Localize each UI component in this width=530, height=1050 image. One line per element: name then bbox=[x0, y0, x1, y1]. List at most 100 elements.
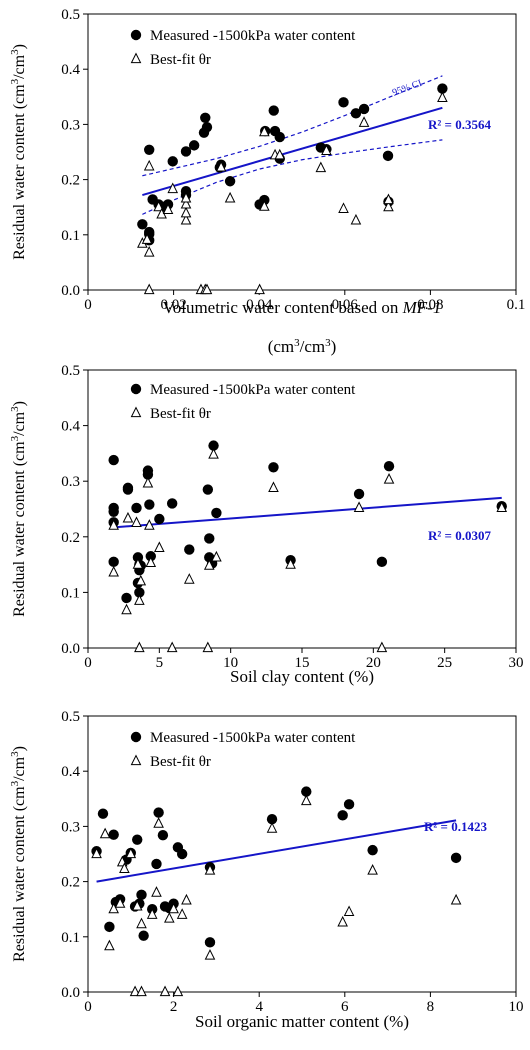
measured-point bbox=[344, 799, 354, 809]
best-fit-point bbox=[368, 865, 377, 874]
best-fit-point bbox=[122, 605, 131, 614]
ci-label: 95% CI bbox=[391, 78, 424, 99]
best-fit-point bbox=[152, 887, 161, 896]
measured-point bbox=[377, 557, 387, 567]
trendline bbox=[97, 820, 457, 881]
y-tick-label: 0.3 bbox=[61, 819, 80, 835]
y-tick-label: 0.2 bbox=[61, 530, 80, 546]
legend-marker-circle bbox=[131, 732, 141, 742]
best-fit-point bbox=[132, 518, 141, 527]
best-fit-point bbox=[316, 163, 325, 172]
measured-point bbox=[153, 807, 163, 817]
y-tick-label: 0.4 bbox=[61, 419, 80, 435]
best-fit-point bbox=[185, 574, 194, 583]
legend-label: Measured -1500kPa water content bbox=[150, 28, 356, 44]
best-fit-point bbox=[143, 478, 152, 487]
measured-point bbox=[144, 145, 154, 155]
ylabel-text: Residual water content (cm bbox=[11, 786, 28, 962]
x-tick-label: 10 bbox=[509, 999, 524, 1015]
y-tick-label: 0.5 bbox=[61, 709, 80, 725]
r-squared-label: R² = 0.1423 bbox=[424, 819, 487, 834]
ylabel-text: ) bbox=[11, 401, 28, 406]
measured-point bbox=[203, 484, 213, 494]
ylabel-text: /cm bbox=[11, 411, 28, 436]
y-tick-label: 0.0 bbox=[61, 641, 80, 657]
y-tick-label: 0.1 bbox=[61, 585, 80, 601]
measured-point bbox=[384, 461, 394, 471]
ylabel-text: ) bbox=[11, 44, 28, 49]
best-fit-point bbox=[173, 987, 182, 996]
measured-point bbox=[268, 462, 278, 472]
measured-point bbox=[168, 156, 178, 166]
measured-point bbox=[354, 489, 364, 499]
best-fit-point bbox=[377, 643, 386, 652]
measured-point bbox=[108, 557, 118, 567]
ylabel-text: Residual water content (cm bbox=[11, 84, 28, 260]
x-axis-label: Soil organic matter content (%) bbox=[195, 1012, 409, 1031]
measured-point bbox=[138, 930, 148, 940]
measured-point bbox=[104, 922, 114, 932]
x-tick-label: 0 bbox=[84, 999, 92, 1015]
legend: Measured -1500kPa water content Best-fit … bbox=[131, 730, 356, 770]
best-fit-point bbox=[226, 193, 235, 202]
xlabel-text: (cm bbox=[268, 337, 294, 356]
measured-point bbox=[177, 849, 187, 859]
measured-point bbox=[151, 859, 161, 869]
best-fit-point bbox=[109, 567, 118, 576]
best-fit-point bbox=[105, 941, 114, 950]
legend-label: Measured -1500kPa water content bbox=[150, 730, 356, 746]
measured-point bbox=[154, 514, 164, 524]
best-fit-point bbox=[438, 93, 447, 102]
y-tick-label: 0.3 bbox=[61, 474, 80, 490]
best-fit-point bbox=[339, 203, 348, 212]
y-tick-label: 0.4 bbox=[61, 62, 80, 78]
best-fit-point bbox=[209, 449, 218, 458]
best-fit-point bbox=[101, 829, 110, 838]
best-fit-point bbox=[145, 247, 154, 256]
x-axis-label: Volumetric water content based on MF-1 bbox=[163, 298, 442, 317]
legend-marker-triangle bbox=[132, 756, 141, 765]
legend-label: Measured -1500kPa water content bbox=[150, 382, 356, 398]
best-fit-point bbox=[268, 823, 277, 832]
measured-point bbox=[211, 508, 221, 518]
measured-point bbox=[205, 937, 215, 947]
y-axis-label: Residual water content (cm3/cm3) bbox=[9, 401, 28, 617]
best-fit-point bbox=[137, 987, 146, 996]
chart-panel-2: 0.00.10.20.30.40.50 5 10 15 20 25 30Residual w… bbox=[9, 363, 524, 686]
legend-marker-triangle bbox=[132, 54, 141, 63]
best-fit-point bbox=[182, 895, 191, 904]
measured-point bbox=[108, 503, 118, 513]
measured-point bbox=[184, 544, 194, 554]
xlabel-text: Volumetric water content based on bbox=[163, 298, 403, 317]
measured-point bbox=[337, 810, 347, 820]
legend-label: Best-fit θr bbox=[150, 52, 211, 68]
chart-panel-3: 0.00.10.20.30.40.50 2 4 6 8 10Residual water … bbox=[9, 709, 524, 1031]
y-axis-label: Residual water content (cm3/cm3) bbox=[9, 44, 28, 260]
ylabel-text: /cm bbox=[11, 54, 28, 79]
best-fit-point bbox=[154, 818, 163, 827]
ylabel-text: /cm bbox=[11, 756, 28, 781]
measured-point bbox=[121, 593, 131, 603]
best-fit-point bbox=[345, 907, 354, 916]
best-fit-point bbox=[360, 117, 369, 126]
r-squared-label: R² = 0.0307 bbox=[428, 528, 491, 543]
y-tick-label: 0.1 bbox=[61, 228, 80, 244]
measured-point bbox=[338, 97, 348, 107]
measured-point bbox=[200, 113, 210, 123]
measured-point bbox=[131, 503, 141, 513]
best-fit-point bbox=[165, 913, 174, 922]
best-fit-point bbox=[302, 796, 311, 805]
measured-point bbox=[136, 890, 146, 900]
legend-marker-circle bbox=[131, 384, 141, 394]
measured-point bbox=[144, 499, 154, 509]
measured-point bbox=[269, 105, 279, 115]
measured-point bbox=[158, 830, 168, 840]
y-axis-label: Residual water content (cm3/cm3) bbox=[9, 746, 28, 962]
x-axis-label-units: (cm3/cm3) bbox=[268, 337, 337, 356]
best-fit-point bbox=[155, 543, 164, 552]
measured-point bbox=[132, 834, 142, 844]
best-fit-point bbox=[203, 643, 212, 652]
best-fit-point bbox=[145, 161, 154, 170]
best-fit-point bbox=[135, 595, 144, 604]
